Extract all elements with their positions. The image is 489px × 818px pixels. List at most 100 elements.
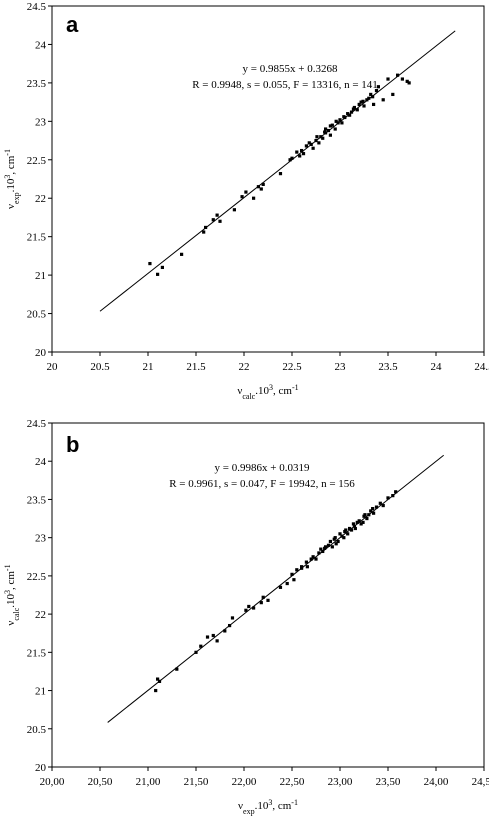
data-point [338, 118, 342, 122]
data-point [336, 121, 340, 125]
y-tick-label: 21 [35, 686, 46, 698]
x-tick-label: 24,00 [424, 776, 449, 788]
x-tick-label: 21,50 [184, 776, 209, 788]
data-point [292, 578, 296, 582]
data-point [391, 92, 395, 97]
data-point [359, 522, 363, 526]
data-point [154, 688, 158, 693]
y-tick-label: 22.5 [27, 571, 47, 583]
y-tick-label: 20.5 [27, 724, 47, 736]
y-tick-label: 24 [35, 456, 47, 468]
x-tick-label: 22,00 [232, 776, 257, 788]
data-point [330, 545, 334, 549]
x-axis-label: νexp.103, cm-1 [238, 798, 298, 816]
regression-equation: y = 0.9855x + 0.3268 [243, 63, 338, 75]
data-point [259, 187, 263, 191]
data-point [285, 581, 289, 586]
data-point [348, 113, 352, 117]
data-point [334, 542, 338, 546]
data-point [324, 127, 328, 131]
x-tick-label: 20,00 [40, 776, 65, 788]
data-point [252, 196, 256, 200]
data-point [400, 77, 404, 81]
data-point [352, 524, 356, 528]
data-point [367, 513, 371, 517]
data-point [338, 532, 342, 536]
data-point [340, 534, 344, 538]
x-tick-label: 24.5 [474, 361, 489, 373]
data-point [232, 208, 236, 212]
data-point [348, 526, 352, 531]
y-tick-label: 20 [35, 762, 47, 774]
data-point [211, 633, 215, 638]
data-point [194, 650, 198, 654]
data-point [362, 104, 366, 108]
data-point [247, 604, 251, 609]
data-point [359, 100, 363, 104]
data-point [261, 182, 265, 186]
x-tick-label: 22,50 [280, 776, 305, 788]
data-point [333, 127, 337, 131]
data-point [369, 509, 373, 513]
data-point [355, 520, 359, 524]
data-point [211, 218, 215, 222]
y-tick-label: 23 [35, 116, 47, 128]
data-point [374, 505, 379, 509]
data-point [342, 115, 346, 119]
data-point [391, 494, 395, 498]
data-point [321, 549, 325, 554]
panel-letter: b [66, 432, 79, 457]
data-point [326, 128, 331, 133]
data-point [175, 667, 179, 671]
data-point [372, 102, 376, 107]
panel-a: 20 20.5 21 21.5 22 22.5 23 23.5 24 24.5 20 20.5 21 21… [3, 1, 489, 401]
data-point [215, 639, 219, 643]
x-axis-label: νcalc.103, cm-1 [237, 383, 298, 401]
data-point [365, 516, 369, 521]
x-tick-label: 23,50 [376, 776, 401, 788]
x-tick-label: 24 [431, 361, 443, 373]
x-tick-label: 20,50 [88, 776, 113, 788]
plot-frame [51, 5, 485, 353]
data-point [288, 158, 292, 162]
y-axis-label: νcalc.103, cm-1 [3, 564, 21, 625]
data-point [205, 635, 210, 639]
data-point [290, 156, 294, 160]
x-tick-label: 21,00 [136, 776, 161, 788]
data-point [252, 606, 256, 610]
data-point [259, 601, 263, 605]
data-point [372, 511, 376, 515]
data-point [381, 503, 385, 508]
regression-stats: R = 0.9961, s = 0.047, F = 19942, n = 15… [169, 478, 355, 490]
data-point [407, 81, 411, 85]
y-tick-label: 22 [35, 193, 46, 205]
x-tick-label: 23 [335, 361, 347, 373]
data-point [405, 79, 409, 83]
data-point [305, 565, 309, 569]
data-point [311, 555, 315, 559]
data-point [361, 520, 365, 524]
x-tick-label: 24,50 [472, 776, 489, 788]
data-point [328, 124, 332, 128]
data-point [346, 112, 350, 116]
data-point [378, 501, 382, 505]
data-point [374, 88, 379, 93]
data-point [349, 528, 354, 532]
data-point [256, 185, 260, 189]
x-tick-label: 20.5 [90, 361, 110, 373]
data-point [365, 98, 369, 102]
data-point [351, 107, 356, 111]
data-point [328, 133, 332, 137]
y-tick-label: 21 [35, 270, 46, 282]
x-tick-label: 22.5 [282, 361, 302, 373]
data-point [315, 135, 319, 139]
data-point [204, 225, 208, 230]
data-point [394, 490, 398, 494]
data-point [328, 539, 332, 544]
data-point [244, 190, 248, 194]
regression-stats: R = 0.9948, s = 0.055, F = 13316, n = 14… [192, 79, 378, 91]
data-point [278, 172, 283, 176]
data-point [317, 551, 321, 555]
data-point [199, 644, 203, 648]
data-point [261, 595, 265, 599]
